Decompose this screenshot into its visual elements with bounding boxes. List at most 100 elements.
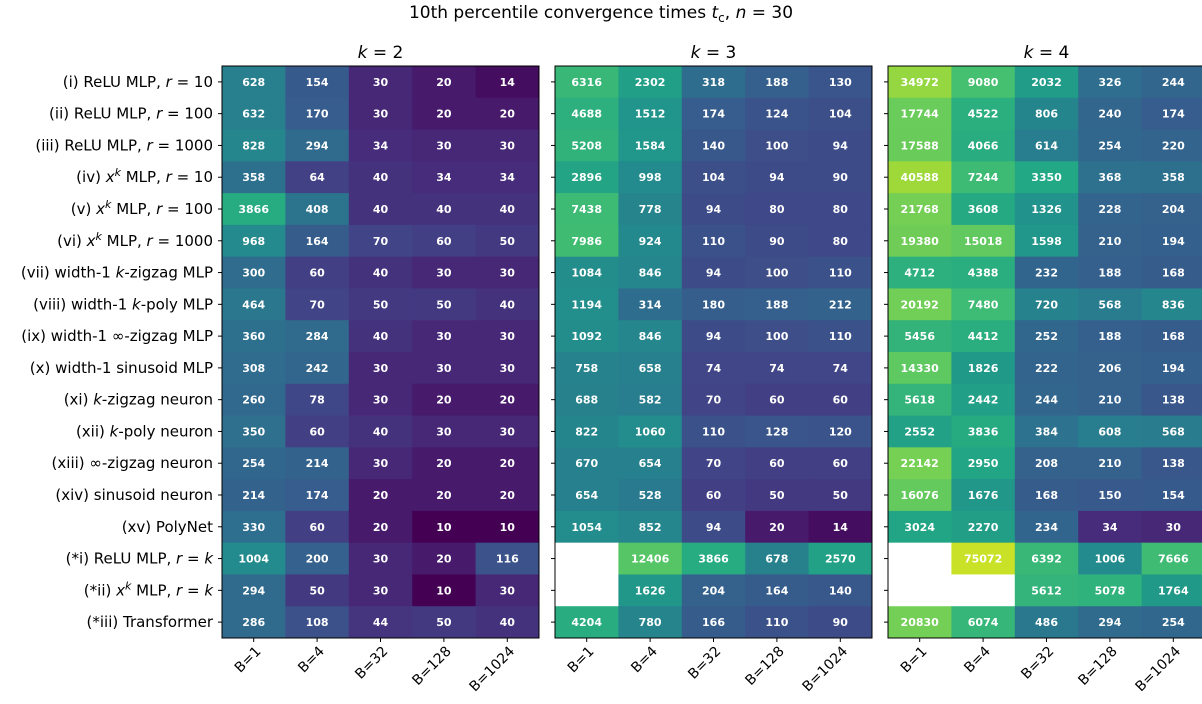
- cell-value-label: 1598: [1031, 235, 1062, 248]
- row-label: (vi) xk MLP, r = 1000: [57, 230, 213, 250]
- heatmap-cell: [1014, 129, 1079, 162]
- heatmap-cell: [1141, 574, 1202, 607]
- heatmap-cell: [1141, 66, 1202, 99]
- cell-value-label: 40: [373, 330, 389, 343]
- cell-value-label: 228: [1098, 203, 1121, 216]
- heatmap-cell-empty: [951, 574, 1016, 607]
- cell-value-label: 7244: [968, 171, 999, 184]
- heatmap-cell: [285, 97, 350, 131]
- heatmap-cell: [348, 66, 413, 99]
- cell-value-label: 208: [1035, 457, 1058, 470]
- heatmap-cell: [745, 320, 810, 353]
- heatmap-cell: [222, 256, 286, 289]
- cell-value-label: 90: [833, 616, 849, 629]
- cell-value-label: 7480: [968, 298, 999, 311]
- heatmap-cell: [681, 510, 746, 544]
- col-label: B=4: [961, 643, 994, 676]
- cell-value-label: 4688: [571, 108, 602, 121]
- heatmap-cell: [285, 288, 350, 321]
- cell-value-label: 188: [765, 298, 788, 311]
- cell-value-label: 60: [309, 521, 325, 534]
- heatmap-cell: [412, 606, 477, 639]
- col-label: B=4: [628, 643, 661, 676]
- heatmap-cell: [348, 574, 413, 607]
- heatmap-cell: [222, 352, 286, 385]
- heatmap-cell: [222, 479, 286, 512]
- cell-value-label: 254: [1098, 139, 1121, 152]
- heatmap-cell: [1014, 193, 1079, 226]
- heatmap-cell: [475, 383, 540, 417]
- heatmap-cell: [222, 129, 286, 162]
- heatmap-cell: [1141, 542, 1202, 575]
- cell-value-label: 846: [639, 330, 662, 343]
- heatmap-cell: [348, 383, 413, 417]
- cell-value-label: 188: [765, 76, 788, 89]
- heatmap-cell: [285, 129, 350, 162]
- cell-value-label: 5612: [1031, 584, 1062, 597]
- heatmap-cell: [681, 447, 746, 480]
- cell-value-label: 110: [829, 267, 852, 280]
- heatmap-cell: [618, 606, 683, 639]
- cell-value-label: 34: [436, 171, 452, 184]
- cell-value-label: 140: [829, 584, 852, 597]
- cell-value-label: 4204: [571, 616, 602, 629]
- cell-value-label: 318: [702, 76, 725, 89]
- row-label: (xii) k-poly neuron: [76, 422, 213, 440]
- cell-value-label: 40: [373, 425, 389, 438]
- cell-value-label: 78: [309, 394, 324, 407]
- cell-value-label: 94: [706, 521, 722, 534]
- cell-value-label: 1092: [571, 330, 602, 343]
- cell-value-label: 4522: [968, 108, 999, 121]
- cell-value-label: 358: [1162, 171, 1185, 184]
- heatmap-cell: [348, 510, 413, 544]
- cell-value-label: 9080: [968, 76, 999, 89]
- heatmap-cell: [348, 224, 413, 258]
- row-label: (viii) width-1 k-poly MLP: [33, 295, 213, 313]
- cell-value-label: 568: [1098, 298, 1121, 311]
- cell-value-label: 100: [765, 330, 788, 343]
- heatmap-cell: [808, 447, 873, 480]
- heatmap-cell: [475, 479, 540, 512]
- cell-value-label: 232: [1035, 267, 1058, 280]
- heatmap-cell: [1141, 510, 1202, 544]
- heatmap-cell: [888, 606, 952, 639]
- heatmap-cell: [681, 574, 746, 607]
- heatmap-cell: [745, 479, 810, 512]
- cell-value-label: 174: [306, 489, 329, 502]
- heatmap-cell: [1078, 574, 1143, 607]
- cell-value-label: 180: [702, 298, 725, 311]
- cell-value-label: 20: [500, 108, 516, 121]
- cell-value-label: 204: [1162, 203, 1185, 216]
- heatmap-cell: [745, 574, 810, 607]
- heatmap-cell: [808, 510, 873, 544]
- cell-value-label: 614: [1035, 139, 1058, 152]
- cell-value-label: 30: [500, 425, 516, 438]
- cell-value-label: 10: [436, 584, 452, 597]
- heatmap-cell: [618, 352, 683, 385]
- col-label: B=1024: [800, 643, 852, 695]
- heatmap-cell: [1141, 415, 1202, 448]
- heatmap-cell: [1141, 320, 1202, 353]
- heatmap-cell: [1141, 606, 1202, 639]
- cell-value-label: 6074: [968, 616, 999, 629]
- heatmap-cell: [475, 129, 540, 162]
- heatmap-cell: [1014, 224, 1079, 258]
- cell-value-label: 40: [500, 616, 516, 629]
- heatmap-cell: [745, 288, 810, 321]
- heatmap-cell: [412, 479, 477, 512]
- cell-value-label: 350: [242, 425, 265, 438]
- heatmap-cell: [1141, 256, 1202, 289]
- heatmap-cell: [1078, 447, 1143, 480]
- heatmap-cell: [618, 320, 683, 353]
- cell-value-label: 194: [1162, 362, 1185, 375]
- heatmap-cell: [951, 352, 1016, 385]
- heatmap-cell: [348, 161, 413, 194]
- cell-value-label: 2302: [635, 76, 666, 89]
- heatmap-cell: [745, 606, 810, 639]
- heatmap-cell: [475, 320, 540, 353]
- heatmap-cell: [1078, 224, 1143, 258]
- heatmap-cell: [475, 66, 540, 99]
- heatmap-cell: [951, 606, 1016, 639]
- cell-value-label: 968: [242, 235, 265, 248]
- cell-value-label: 20: [373, 489, 389, 502]
